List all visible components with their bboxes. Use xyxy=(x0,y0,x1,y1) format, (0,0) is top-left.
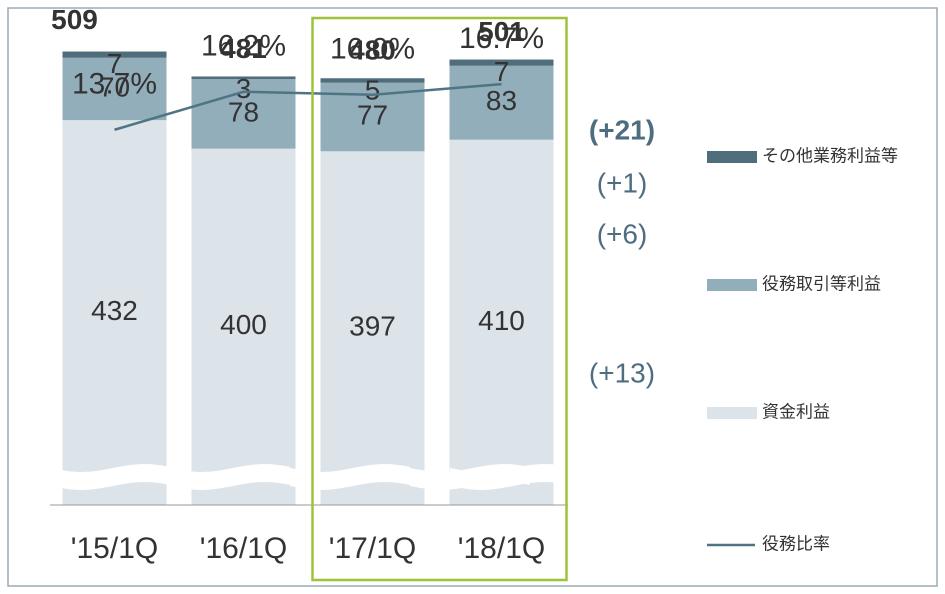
segment-label: 397 xyxy=(349,311,396,342)
segment-label: 5 xyxy=(365,75,381,106)
highlight-box xyxy=(311,16,568,582)
legend-swatch xyxy=(707,407,757,419)
bar-segment xyxy=(449,65,554,140)
change-annotation: (+6) xyxy=(597,218,648,249)
legend-label: 資金利益 xyxy=(762,402,830,421)
legend-swatch xyxy=(707,279,757,291)
x-tick-label: '18/1Q xyxy=(458,532,545,565)
bar-segment xyxy=(191,148,296,506)
segment-label: 400 xyxy=(220,309,267,340)
bar-segment xyxy=(320,78,425,83)
bar-segment xyxy=(62,57,167,121)
line-series xyxy=(114,82,502,131)
legend-label: 役務比率 xyxy=(762,534,830,553)
bar-segment xyxy=(191,76,296,80)
segment-label: 7 xyxy=(494,56,510,87)
bar-segment xyxy=(62,120,167,506)
total-label: 509 xyxy=(51,4,98,35)
bar-segment xyxy=(449,59,554,66)
total-label: 501 xyxy=(478,16,525,47)
change-annotation: (+13) xyxy=(589,357,655,388)
bar-segment xyxy=(62,51,167,58)
segment-label: 77 xyxy=(357,99,388,130)
bar-segment xyxy=(320,151,425,506)
x-tick-label: '16/1Q xyxy=(200,532,287,565)
bar-segment xyxy=(449,139,554,505)
segment-label: 7 xyxy=(107,48,123,79)
change-annotation: (+1) xyxy=(597,167,648,198)
legend-swatch xyxy=(707,151,757,163)
frame xyxy=(7,7,938,587)
total-label: 480 xyxy=(349,35,396,66)
segment-label: 3 xyxy=(236,73,252,104)
segment-label: 410 xyxy=(478,305,525,336)
total-label: 481 xyxy=(220,33,267,64)
segment-label: 70 xyxy=(99,71,130,102)
x-tick-label: '17/1Q xyxy=(329,532,416,565)
line-label: 16.0% xyxy=(330,33,415,66)
legend-label: 役務取引等利益 xyxy=(762,274,881,293)
legend-label: その他業務利益等 xyxy=(762,146,898,165)
line-label: 16.7% xyxy=(459,22,544,55)
axis-break xyxy=(50,464,170,490)
segment-label: 432 xyxy=(91,295,138,326)
segment-label: 83 xyxy=(486,85,517,116)
line-label: 13.7% xyxy=(72,68,157,101)
x-tick-label: '15/1Q xyxy=(71,532,158,565)
axis-break xyxy=(170,464,570,490)
change-annotation: (+21) xyxy=(589,114,655,145)
segment-label: 78 xyxy=(228,96,259,127)
line-label: 16.2% xyxy=(201,30,286,63)
